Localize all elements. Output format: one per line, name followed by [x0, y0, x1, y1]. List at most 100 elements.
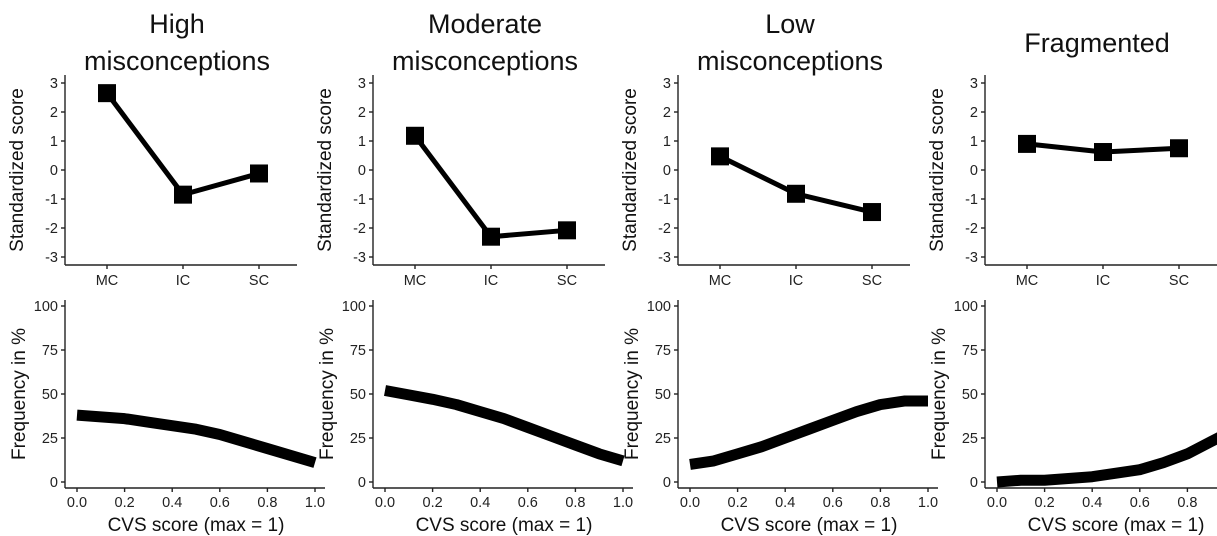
- x-tick-label: IC: [484, 273, 499, 289]
- panel-title: High: [149, 9, 205, 39]
- panel-title-line-2: misconceptions: [84, 46, 270, 76]
- score-panel-3: -3 -2 -1 0 1 2 3 Standardized score MC IC SC Low mis…: [620, 9, 910, 289]
- x-tick-label: SC: [862, 273, 882, 289]
- x-tick-label: 0.4: [470, 495, 490, 511]
- y-tick-label: 25: [350, 431, 366, 447]
- x-tick-label: IC: [1096, 273, 1111, 289]
- y-tick-label: 3: [970, 76, 978, 92]
- x-tick-label: 0.0: [987, 495, 1007, 511]
- data-point-MC: [711, 147, 729, 166]
- y-tick-label: 50: [42, 387, 58, 403]
- y-tick-label: 1: [970, 134, 978, 150]
- x-axis-label: CVS score (max = 1): [108, 515, 285, 536]
- frequency-curve: [384, 385, 625, 467]
- x-tick-label: MC: [1016, 273, 1039, 289]
- y-tick-label: 100: [34, 299, 58, 315]
- x-tick-label: SC: [249, 273, 269, 289]
- y-tick-label: -2: [45, 221, 58, 237]
- y-tick-label: 50: [962, 387, 978, 403]
- y-tick-label: 3: [358, 76, 366, 92]
- panel-title: Low: [765, 9, 815, 39]
- y-tick-label: -1: [965, 192, 978, 208]
- x-tick-label: 0.8: [1177, 495, 1197, 511]
- data-point-SC: [250, 164, 268, 183]
- frequency-curve: [689, 395, 928, 470]
- x-tick-label: MC: [404, 273, 427, 289]
- x-tick-label: 0.8: [257, 495, 277, 511]
- y-tick-label: 0: [663, 163, 671, 179]
- y-tick-label: 0: [970, 475, 978, 491]
- y-tick-label: 0: [970, 163, 978, 179]
- panel-title: Fragmented: [1024, 28, 1170, 58]
- panel-title-line-2: misconceptions: [697, 46, 883, 76]
- y-tick-label: 2: [970, 105, 978, 121]
- x-axis-label: CVS score (max = 1): [1028, 515, 1205, 536]
- y-tick-label: 75: [962, 343, 978, 359]
- x-tick-label: 0.6: [518, 495, 538, 511]
- y-axis-label: Standardized score: [927, 88, 948, 252]
- y-tick-label: -2: [353, 221, 366, 237]
- frequency-curve: [76, 409, 317, 468]
- y-tick-label: -3: [353, 250, 366, 266]
- series-line: [413, 134, 568, 240]
- panel-title-line-2: misconceptions: [392, 46, 578, 76]
- x-tick-label: IC: [176, 273, 191, 289]
- y-tick-label: 100: [342, 299, 366, 315]
- y-tick-label: 0: [358, 163, 366, 179]
- y-tick-label: 25: [962, 431, 978, 447]
- y-tick-label: -1: [658, 192, 671, 208]
- x-tick-label: 0.4: [775, 495, 795, 511]
- y-tick-label: -1: [353, 192, 366, 208]
- y-tick-label: 50: [655, 387, 671, 403]
- score-panel-1: -3 -2 -1 0 1 2 3 Standardized score MC IC SC High mi…: [7, 9, 297, 289]
- y-tick-label: 1: [358, 134, 366, 150]
- y-axis-label: Frequency in %: [9, 328, 30, 460]
- y-tick-label: 25: [42, 431, 58, 447]
- y-tick-label: 75: [42, 343, 58, 359]
- data-point-IC: [482, 227, 500, 246]
- y-tick-label: 0: [50, 475, 58, 491]
- x-tick-label: 0.8: [870, 495, 890, 511]
- y-axis-label: Standardized score: [315, 88, 336, 252]
- data-point-IC: [174, 185, 192, 204]
- x-tick-label: 0.6: [1130, 495, 1150, 511]
- x-tick-label: 1.0: [918, 495, 938, 511]
- data-point-MC: [1018, 134, 1036, 153]
- x-tick-label: 0.0: [375, 495, 395, 511]
- y-tick-label: 50: [350, 387, 366, 403]
- y-tick-label: -1: [45, 192, 58, 208]
- x-tick-label: MC: [96, 273, 119, 289]
- y-tick-label: 100: [647, 299, 671, 315]
- y-tick-label: 100: [954, 299, 978, 315]
- data-point-MC: [98, 84, 116, 103]
- x-tick-label: IC: [789, 273, 804, 289]
- x-tick-label: SC: [557, 273, 577, 289]
- y-tick-label: -2: [965, 221, 978, 237]
- y-tick-label: 0: [358, 475, 366, 491]
- data-point-IC: [787, 184, 805, 203]
- y-tick-label: -3: [965, 250, 978, 266]
- x-tick-label: 0.4: [162, 495, 182, 511]
- y-axis-label: Standardized score: [620, 88, 641, 252]
- data-point-SC: [863, 203, 881, 222]
- x-tick-label: 0.0: [680, 495, 700, 511]
- x-tick-label: 0.4: [1082, 495, 1102, 511]
- y-tick-label: 3: [663, 76, 671, 92]
- frequency-curve: [996, 432, 1217, 488]
- x-tick-label: 0.2: [1035, 495, 1055, 511]
- y-tick-label: -2: [658, 221, 671, 237]
- y-tick-label: 2: [663, 105, 671, 121]
- data-point-MC: [406, 126, 424, 145]
- y-tick-label: 1: [50, 134, 58, 150]
- x-tick-label: 1.0: [305, 495, 325, 511]
- x-axis-label: CVS score (max = 1): [721, 515, 898, 536]
- y-axis-label: Standardized score: [7, 88, 28, 252]
- x-tick-label: 0.2: [728, 495, 748, 511]
- x-tick-label: MC: [709, 273, 732, 289]
- data-point-SC: [558, 221, 576, 240]
